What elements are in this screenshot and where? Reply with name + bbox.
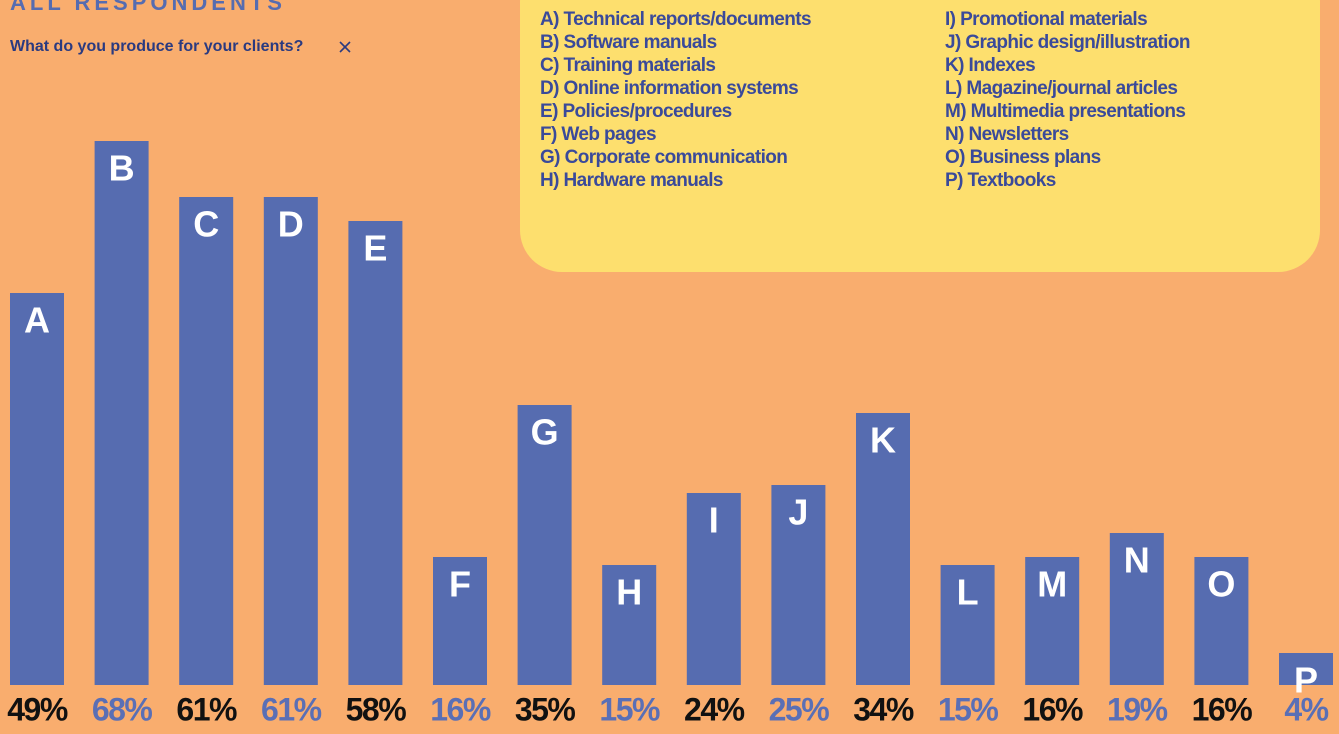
value-label: 49% xyxy=(7,691,68,727)
bar xyxy=(1109,533,1164,685)
legend-item: G) Corporate communication xyxy=(540,147,787,168)
bar-letter: M xyxy=(1037,564,1067,605)
bar xyxy=(602,565,657,685)
bar-letter: O xyxy=(1207,564,1235,605)
legend-item: M) Multimedia presentations xyxy=(945,101,1185,122)
bar xyxy=(1279,653,1333,685)
bar-letter: H xyxy=(616,572,642,613)
legend-item: A) Technical reports/documents xyxy=(540,9,811,30)
legend-item: L) Magazine/journal articles xyxy=(945,78,1177,99)
bar-letter: G xyxy=(531,412,559,453)
value-label: 35% xyxy=(515,691,576,727)
bar-letter: I xyxy=(709,500,719,541)
value-label: 61% xyxy=(261,691,322,727)
bar xyxy=(686,493,741,685)
value-label: 19% xyxy=(1107,691,1168,727)
bar xyxy=(771,485,826,685)
bar xyxy=(856,413,910,685)
bar xyxy=(940,565,995,685)
value-label: 16% xyxy=(1022,691,1083,727)
bar-letter: J xyxy=(788,492,808,533)
value-label: 15% xyxy=(938,691,999,727)
bar-letter: B xyxy=(109,148,135,189)
chart-title: ALL RESPONDENTS xyxy=(10,0,286,15)
value-label: 34% xyxy=(853,691,914,727)
bar xyxy=(1194,557,1249,685)
legend-item: E) Policies/procedures xyxy=(540,101,732,122)
legend-item: C) Training materials xyxy=(540,55,715,76)
legend-item: B) Software manuals xyxy=(540,32,717,53)
value-label: 68% xyxy=(92,691,153,727)
bar-letter: D xyxy=(278,204,304,245)
value-label: 58% xyxy=(346,691,407,727)
legend-item: O) Business plans xyxy=(945,147,1101,168)
chart-subtitle: What do you produce for your clients? xyxy=(10,38,303,55)
bar xyxy=(10,293,64,685)
bar-letter: K xyxy=(870,420,896,461)
bar-letter: N xyxy=(1124,540,1150,581)
bar xyxy=(1025,557,1080,685)
legend-item: H) Hardware manuals xyxy=(540,170,723,191)
subtitle-icon xyxy=(339,41,351,53)
legend-item: J) Graphic design/illustration xyxy=(945,32,1190,53)
legend-item: F) Web pages xyxy=(540,124,656,145)
legend-item: P) Textbooks xyxy=(945,170,1056,191)
value-label: 16% xyxy=(1192,691,1253,727)
bar-letter: A xyxy=(24,300,50,341)
bar-letter: F xyxy=(449,564,471,605)
legend-item: K) Indexes xyxy=(945,55,1035,76)
bar xyxy=(433,557,487,685)
bar-letter: L xyxy=(957,572,979,613)
legend-item: I) Promotional materials xyxy=(945,9,1147,30)
value-label: 16% xyxy=(430,691,491,727)
bar xyxy=(263,197,318,685)
bar-letter: P xyxy=(1294,660,1318,701)
bar-letter: C xyxy=(193,204,219,245)
value-label: 61% xyxy=(176,691,237,727)
legend-item: N) Newsletters xyxy=(945,124,1069,145)
bar xyxy=(517,405,572,685)
legend-box xyxy=(520,0,1320,272)
bar xyxy=(94,141,149,685)
value-label: 24% xyxy=(684,691,745,727)
bar xyxy=(179,197,234,685)
value-label: 4% xyxy=(1284,691,1328,727)
legend-item: D) Online information systems xyxy=(540,78,798,99)
bar-letter: E xyxy=(363,228,387,269)
value-label: 15% xyxy=(599,691,660,727)
bar xyxy=(348,221,403,685)
value-label: 25% xyxy=(769,691,830,727)
